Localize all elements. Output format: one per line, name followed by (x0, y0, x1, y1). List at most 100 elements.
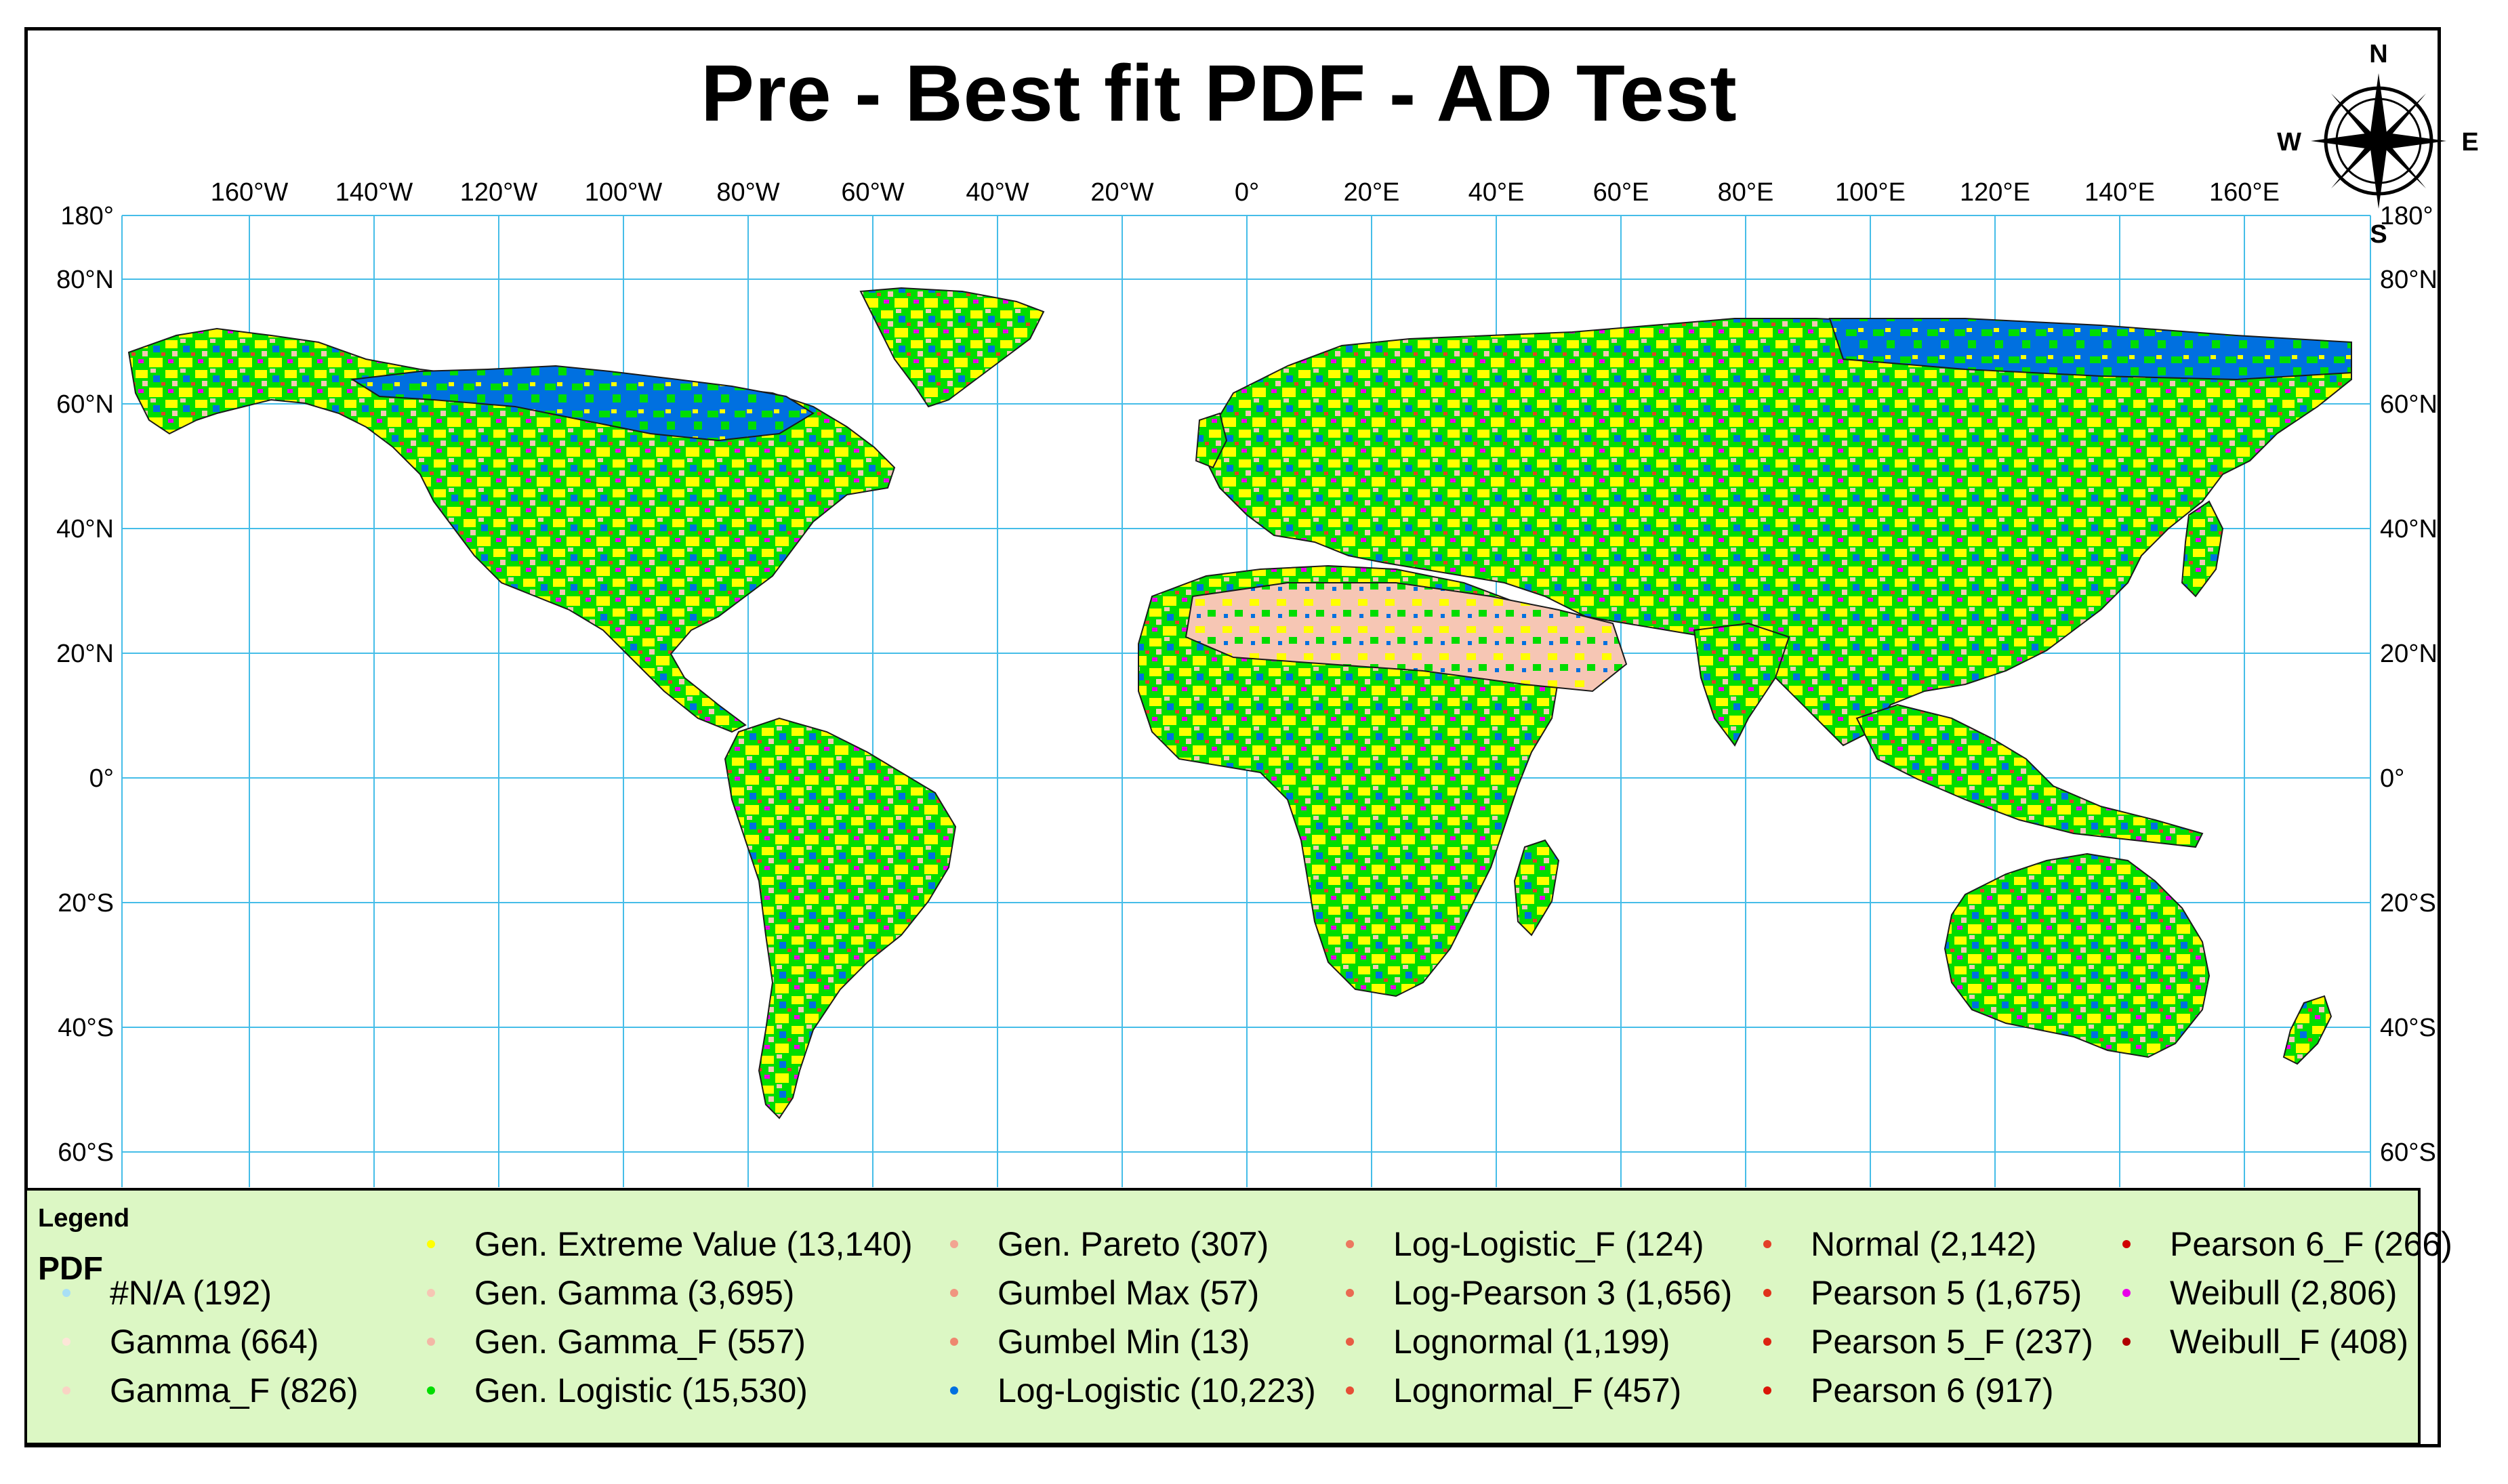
longitude-label: 20°W (1090, 178, 1153, 207)
legend-label: Gumbel Max (57) (998, 1274, 1260, 1312)
latitude-label-left: 40°S (58, 1014, 114, 1042)
legend-label: Log-Logistic_F (124) (1393, 1225, 1704, 1263)
landmass-greenland (859, 287, 1045, 408)
longitude-label: 120°W (460, 178, 538, 207)
legend-label: Weibull (2,806) (2170, 1274, 2398, 1312)
legend-label: Lognormal_F (457) (1393, 1372, 1682, 1409)
longitude-label: 140°E (2084, 178, 2155, 207)
legend-swatch (62, 1386, 70, 1395)
landmass-southeast-asia (1855, 703, 2204, 848)
legend-label: Gen. Gamma (3,695) (474, 1274, 795, 1312)
latitude-label-right: 20°N (2380, 640, 2438, 668)
legend-item: Log-Logistic (10,223) (950, 1371, 1316, 1410)
legend-label: Lognormal (1,199) (1393, 1323, 1670, 1361)
longitude-label: 100°E (1835, 178, 1906, 207)
legend-item: Gen. Logistic (15,530) (427, 1371, 808, 1410)
legend-label: Gamma_F (826) (110, 1372, 358, 1409)
legend-item: Pearson 6_F (266) (2122, 1224, 2452, 1264)
landmass-south-america (724, 717, 957, 1119)
legend-item: Log-Pearson 3 (1,656) (1346, 1273, 1732, 1313)
compass-south: S (2370, 220, 2387, 249)
longitude-label: 20°E (1344, 178, 1400, 207)
latitude-label-left: 180° (60, 202, 114, 230)
legend-swatch (427, 1338, 435, 1346)
latitude-label-right: 60°S (2380, 1138, 2436, 1167)
longitude-label: 160°E (2209, 178, 2280, 207)
latitude-label-left: 40°N (56, 515, 114, 543)
longitude-label: 160°W (211, 178, 289, 207)
legend-label: Normal (2,142) (1811, 1225, 2037, 1263)
legend-label: Log-Logistic (10,223) (998, 1372, 1316, 1409)
landmass-india (1693, 622, 1790, 747)
latitude-label-right: 0° (2380, 764, 2404, 793)
legend-label: Gen. Extreme Value (13,140) (474, 1225, 913, 1263)
landmass-madagascar (1513, 839, 1560, 936)
latitude-labels: 180° 80°N 60°N 40°N 20°N 0° 20°S 40°S 60°S 180° 80… (56, 202, 2438, 1167)
longitude-label: 40°W (966, 178, 1029, 207)
compass-west: W (2277, 128, 2301, 157)
latitude-label-right: 180° (2380, 202, 2433, 230)
longitude-label: 60°E (1593, 178, 1649, 207)
legend-title: Legend (38, 1204, 130, 1233)
legend-item: Gen. Extreme Value (13,140) (427, 1224, 913, 1264)
legend-swatch (427, 1289, 435, 1297)
legend-swatch (1763, 1338, 1771, 1346)
legend-label: Pearson 5_F (237) (1811, 1323, 2093, 1361)
legend-swatch (1346, 1386, 1354, 1395)
legend-swatch (950, 1338, 958, 1346)
longitude-label: 140°W (335, 178, 413, 207)
legend-field-name: PDF (38, 1251, 103, 1287)
legend-label: #N/A (192) (110, 1274, 272, 1312)
legend-label: Gen. Gamma_F (557) (474, 1323, 806, 1361)
latitude-label-left: 60°N (56, 390, 114, 419)
longitude-labels: 160°W 140°W 120°W 100°W 80°W 60°W 40°W 20°W 0° 20… (211, 178, 2280, 207)
legend-label: Gen. Logistic (15,530) (474, 1372, 808, 1409)
longitude-label: 120°E (1960, 178, 2030, 207)
legend-swatch (1346, 1338, 1354, 1346)
legend-label: Gen. Pareto (307) (998, 1225, 1269, 1263)
legend-item: Gumbel Max (57) (950, 1273, 1259, 1313)
legend-item: Gamma (664) (62, 1322, 318, 1361)
longitude-label: 0° (1235, 178, 1259, 207)
legend-item: Gen. Pareto (307) (950, 1224, 1269, 1264)
legend-swatch (427, 1240, 435, 1248)
latitude-label-right: 40°N (2380, 515, 2438, 543)
landmass-new-zealand (2282, 995, 2332, 1065)
longitude-label: 80°W (716, 178, 779, 207)
latitude-label-right: 80°N (2380, 266, 2438, 294)
legend-swatch (62, 1338, 70, 1346)
legend-item: Gen. Gamma (3,695) (427, 1273, 794, 1313)
legend-item: #N/A (192) (62, 1273, 272, 1313)
legend-swatch (1346, 1289, 1354, 1297)
landmass-siberia-cold (1828, 318, 2352, 381)
legend-item: Pearson 5 (1,675) (1763, 1273, 2082, 1313)
north-arrow: N S W E (2277, 40, 2479, 249)
compass-east: E (2461, 128, 2478, 157)
landmass-japan (2181, 500, 2224, 598)
latitude-label-left: 60°S (58, 1138, 114, 1167)
legend-item: Pearson 6 (917) (1763, 1371, 2054, 1410)
legend-label: Weibull_F (408) (2170, 1323, 2409, 1361)
legend-item: Gamma_F (826) (62, 1371, 358, 1410)
legend-swatch (1763, 1240, 1771, 1248)
legend-swatch (950, 1386, 958, 1395)
legend-item: Gumbel Min (13) (950, 1322, 1250, 1361)
latitude-label-right: 40°S (2380, 1014, 2436, 1042)
landmass-canada-cold (350, 365, 815, 442)
landmass-uk (1195, 412, 1228, 469)
landmass-sahara-arabia (1185, 582, 1628, 693)
legend-label: Pearson 6 (917) (1811, 1372, 2054, 1409)
latitude-label-right: 60°N (2380, 390, 2438, 419)
legend-item: Weibull_F (408) (2122, 1322, 2408, 1361)
legend-swatch (62, 1289, 70, 1297)
land-areas (127, 287, 2359, 1195)
legend-swatch (1763, 1289, 1771, 1297)
legend-item: Weibull (2,806) (2122, 1273, 2397, 1313)
legend-label: Pearson 6_F (266) (2170, 1225, 2452, 1263)
legend-swatch (1346, 1240, 1354, 1248)
longitude-label: 60°W (841, 178, 904, 207)
legend-item: Pearson 5_F (237) (1763, 1322, 2093, 1361)
legend-label: Gamma (664) (110, 1323, 319, 1361)
longitude-label: 100°W (585, 178, 663, 207)
